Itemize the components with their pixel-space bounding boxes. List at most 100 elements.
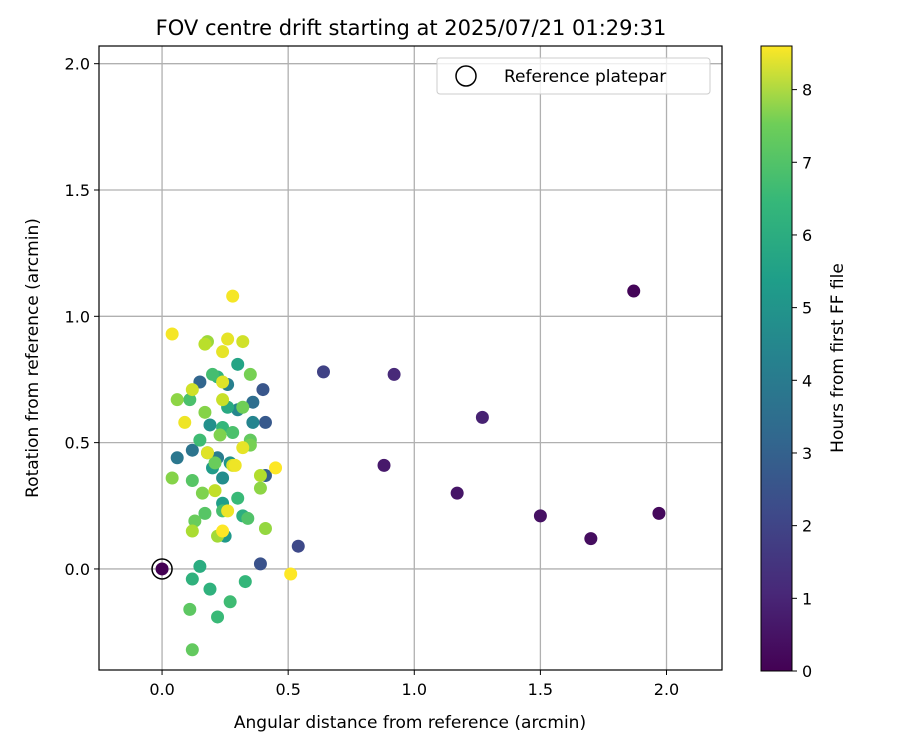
data-point [170,393,184,407]
data-point [198,506,212,520]
data-point [387,367,401,381]
data-point [193,433,207,447]
data-point [185,524,199,538]
data-point [258,522,272,536]
data-point [221,332,235,346]
data-point [243,367,257,381]
data-points [165,284,666,657]
data-point [316,365,330,379]
colorbar-tick-label: 0 [802,662,812,681]
data-point [198,405,212,419]
colorbar-tick-label: 2 [802,517,812,536]
data-point [211,610,225,624]
data-point [241,511,255,525]
data-point [450,486,464,500]
data-point [178,415,192,429]
data-point [236,441,250,455]
y-tick-label: 1.0 [65,307,90,326]
data-point [195,486,209,500]
y-tick-label: 1.5 [65,181,90,200]
data-point [238,575,252,589]
data-point [246,395,260,409]
colorbar: 0 1 2 3 4 5 6 7 8 Hours from first FF file [760,45,848,681]
data-point [226,289,240,303]
data-point [185,383,199,397]
data-point [291,539,305,553]
colorbar-tick-label: 4 [802,371,812,390]
data-point [652,506,666,520]
data-point [246,415,260,429]
colorbar-tick-label: 7 [802,153,812,172]
legend-label: Reference platepar [504,67,666,87]
data-point [377,458,391,472]
data-point [198,337,212,351]
x-tick-label: 1.0 [402,680,427,699]
colorbar-tick-label: 3 [802,444,812,463]
data-point [231,491,245,505]
data-point [226,426,240,440]
reference-point-ring [151,558,173,580]
data-point [236,335,250,349]
colorbar-ticks: 0 1 2 3 4 5 6 7 8 [792,81,812,681]
legend-box [436,57,711,95]
data-point [216,345,230,359]
colorbar-tick-label: 1 [802,589,812,608]
data-point [253,468,267,482]
reference-point-dot [155,562,169,576]
data-point [165,327,179,341]
data-point [185,474,199,488]
data-point [208,456,222,470]
data-point [213,428,227,442]
x-tick-label: 0.0 [149,680,174,699]
y-tick-label: 0.5 [65,434,90,453]
data-point [185,643,199,657]
data-point [533,509,547,523]
plot-frame [98,45,723,671]
data-point [256,383,270,397]
colorbar-tick-label: 6 [802,226,812,245]
y-axis-label: Rotation from reference (arcmin) [23,218,43,498]
colorbar-tick-label: 8 [802,81,812,100]
data-point [475,410,489,424]
y-tick-label: 0.0 [65,560,90,579]
data-point [216,375,230,389]
x-axis-label: Angular distance from reference (arcmin) [234,713,586,733]
data-point [221,504,235,518]
x-tick-label: 2.0 [654,680,679,699]
data-point [208,484,222,498]
data-point [228,458,242,472]
colorbar-gradient [760,45,793,672]
data-point [223,595,237,609]
data-point [584,532,598,546]
data-point [258,415,272,429]
data-point [216,393,230,407]
x-tick-label: 0.5 [275,680,300,699]
data-point [253,557,267,571]
data-point [269,461,283,475]
data-point [193,559,207,573]
colorbar-label: Hours from first FF file [828,263,848,453]
data-point [200,446,214,460]
data-point [236,400,250,414]
data-point [216,524,230,538]
data-point [284,567,298,581]
data-point [216,471,230,485]
x-axis-ticks: 0.0 0.5 1.0 1.5 2.0 [149,670,679,699]
data-point [231,357,245,371]
data-point [183,602,197,616]
legend: Reference platepar [436,57,711,95]
y-axis-ticks: 0.0 0.5 1.0 1.5 2.0 [65,55,99,579]
reference-marker [151,558,173,580]
data-point [627,284,641,298]
data-point [203,418,217,432]
legend-marker-icon [455,65,477,87]
data-point [170,451,184,465]
x-tick-label: 1.5 [528,680,553,699]
data-point [206,367,220,381]
data-point [185,443,199,457]
data-point [253,481,267,495]
data-point [165,471,179,485]
chart-title: FOV centre drift starting at 2025/07/21 … [156,16,667,40]
y-tick-label: 2.0 [65,55,90,74]
